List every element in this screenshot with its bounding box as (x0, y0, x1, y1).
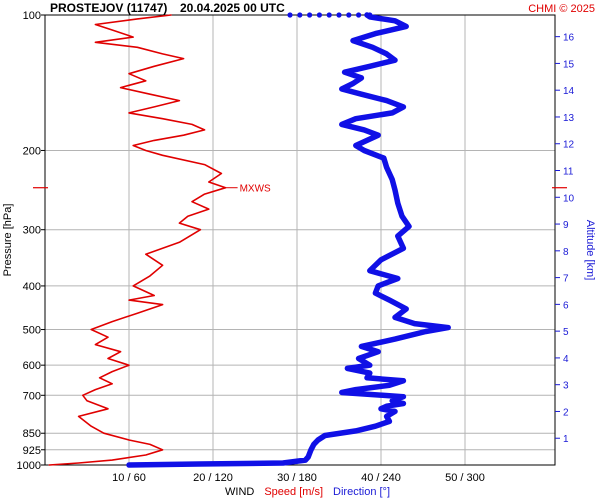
direction-top-point-5 (336, 12, 342, 18)
x-axis-label-wind: WIND (225, 486, 254, 498)
station-title: PROSTEJOV (11747) (50, 1, 167, 15)
wind-axis: 10 / 60 20 / 120 30 / 180 40 / 240 50 / 300 (112, 472, 485, 484)
altitude-tick-label-16: 16 (563, 33, 575, 44)
wind-direction-line (126, 12, 451, 468)
direction-top-point-3 (316, 12, 322, 18)
x-axis-label-speed: Speed [m/s] (264, 486, 323, 498)
pressure-tick-label-850: 850 (23, 428, 41, 440)
wind-speed-line (48, 14, 227, 466)
grid-lines (45, 14, 555, 466)
pressure-tick-label-100: 100 (23, 10, 41, 22)
direction-top-point-7 (356, 12, 362, 18)
annotation-layer: MXWS (33, 184, 567, 195)
pressure-tick-label-700: 700 (23, 390, 41, 402)
altitude-tick-label-13: 13 (563, 113, 575, 124)
altitude-tick-label-1: 1 (563, 434, 569, 445)
wind-tick-label-4: 50 / 300 (445, 472, 485, 484)
altitude-axis-label: Altitude [km] (584, 220, 596, 281)
pressure-tick-label-1000: 1000 (17, 460, 41, 472)
altitude-tick-label-15: 15 (563, 59, 575, 70)
pressure-axis-label: Pressure [hPa] (2, 204, 14, 277)
altitude-tick-label-10: 10 (563, 193, 575, 204)
pressure-axis: 100 200 300 400 500 600 700 850 925 1000 (17, 10, 45, 472)
direction-top-point-0 (287, 12, 293, 18)
pressure-tick-label-300: 300 (23, 225, 41, 237)
altitude-tick-label-2: 2 (563, 407, 569, 418)
wind-tick-label-0: 10 / 60 (112, 472, 146, 484)
datetime-title: 20.04.2025 00 UTC (180, 1, 285, 15)
direction-top-point-2 (307, 12, 313, 18)
wind-tick-label-3: 40 / 240 (361, 472, 401, 484)
pressure-tick-label-600: 600 (23, 360, 41, 372)
direction-top-point-6 (346, 12, 352, 18)
altitude-tick-label-9: 9 (563, 220, 569, 231)
direction-top-point-1 (297, 12, 303, 18)
direction-top-point-4 (326, 12, 332, 18)
pressure-tick-label-200: 200 (23, 145, 41, 157)
plot-frame (44, 14, 556, 466)
series-layer (48, 12, 451, 468)
altitude-tick-label-5: 5 (563, 327, 569, 338)
altitude-tick-label-12: 12 (563, 140, 575, 151)
altitude-tick-label-6: 6 (563, 300, 569, 311)
pressure-tick-label-925: 925 (23, 445, 41, 457)
altitude-tick-label-4: 4 (563, 354, 569, 365)
wind-tick-label-1: 20 / 120 (193, 472, 233, 484)
x-axis-label: WIND Speed [m/s] Direction [°] (225, 486, 390, 498)
altitude-tick-label-8: 8 (563, 247, 569, 258)
wind-tick-label-2: 30 / 180 (277, 472, 317, 484)
altitude-tick-label-11: 11 (563, 167, 574, 178)
direction-top-point-8 (367, 12, 373, 18)
x-axis-label-direction: Direction [°] (333, 486, 390, 498)
pressure-tick-label-500: 500 (23, 325, 41, 337)
mxws-label: MXWS (240, 184, 271, 195)
altitude-tick-label-7: 7 (563, 274, 569, 285)
credit-text: CHMI © 2025 (528, 3, 595, 15)
altitude-tick-label-14: 14 (563, 86, 575, 97)
altitude-tick-label-3: 3 (563, 381, 569, 392)
pressure-tick-label-400: 400 (23, 281, 41, 293)
